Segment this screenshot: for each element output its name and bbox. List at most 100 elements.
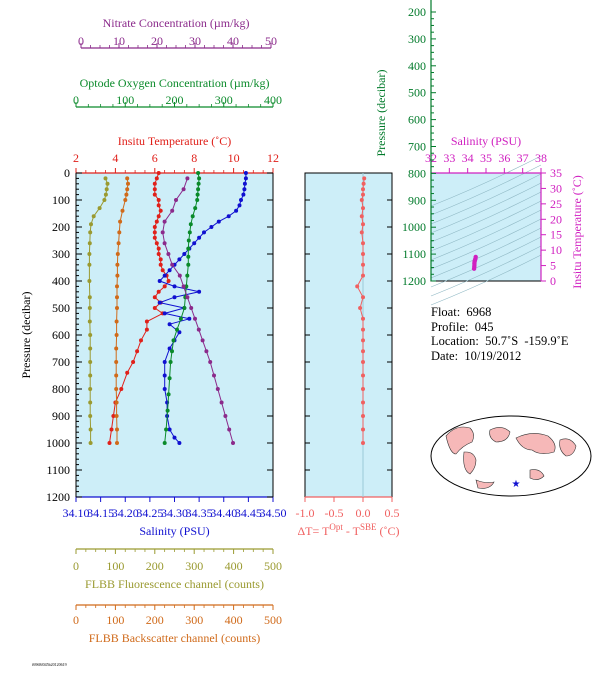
ts-salinity-tick-label: 36	[498, 151, 510, 165]
fluorescence-point	[87, 279, 92, 283]
salinity-point	[241, 192, 246, 197]
nitrate-tick-label: 50	[265, 34, 277, 48]
pressure-tick-label: 1100	[46, 463, 70, 477]
deltat-point	[361, 316, 365, 321]
nitrate-point	[170, 208, 175, 213]
fluorescence-point	[97, 206, 102, 211]
salinity-point	[243, 171, 248, 175]
oxygen-line	[164, 172, 200, 444]
ts-temperature-tick-label: 20	[550, 212, 562, 226]
salinity-point	[172, 284, 177, 289]
fluorescence-point	[87, 241, 92, 246]
delta-t-tick-label: 0.5	[385, 506, 400, 520]
salinity-tick-label: 34.40	[210, 506, 237, 520]
ts-density-contour	[430, 182, 542, 234]
ts-density-contour	[430, 218, 542, 270]
temperature-axis-label: Insitu Temperature (˚C)	[118, 134, 232, 148]
temperature-point	[119, 387, 124, 391]
fluorescence-point	[87, 319, 92, 324]
nitrate-point	[196, 327, 201, 332]
fluorescence-point	[91, 214, 96, 219]
temperature-point	[152, 187, 157, 192]
salinity-point	[182, 252, 187, 256]
oxygen-point	[162, 441, 167, 445]
salinity-point	[192, 241, 197, 246]
deltat-point	[361, 427, 365, 432]
fluorescence-point	[87, 262, 92, 267]
nitrate-point	[160, 230, 165, 235]
salinity-point	[239, 198, 243, 202]
salinity-point	[237, 203, 242, 208]
temperature-point	[158, 208, 163, 213]
temperature-tick-label: 8	[191, 151, 197, 165]
backscatter-point	[117, 230, 122, 235]
deltat-point	[361, 295, 365, 300]
deltat-point	[361, 373, 365, 378]
fluorescence-point	[103, 192, 108, 197]
salinity-point	[177, 257, 182, 262]
salinity-tick-label: 34.45	[235, 506, 262, 520]
ts-temperature-tick-label: 10	[550, 243, 562, 257]
backscatter-point	[115, 252, 120, 256]
ts-pressure-tick-label: 800	[408, 166, 426, 180]
fluorescence-point	[88, 441, 93, 445]
salinity-point	[172, 435, 177, 440]
temperature-point	[111, 414, 116, 418]
nitrate-point	[170, 262, 175, 267]
map-landmass	[559, 438, 577, 457]
temperature-point	[135, 349, 140, 354]
ts-pressure-tick-label: 600	[408, 113, 426, 127]
pressure-tick-label: 100	[52, 193, 70, 207]
salinity-point	[167, 268, 172, 273]
fluorescence-point	[105, 181, 110, 186]
oxygen-point	[193, 206, 198, 211]
pressure-tick-label: 1200	[46, 490, 70, 504]
salinity-point	[243, 176, 248, 181]
temperature-point	[152, 181, 157, 186]
nitrate-tick-label: 10	[113, 34, 125, 48]
ts-temperature-tick-label: 15	[550, 228, 562, 242]
salinity-point	[209, 225, 214, 229]
ts-density-contour	[430, 209, 542, 261]
oxygen-point	[167, 376, 172, 381]
salinity-point	[167, 322, 172, 327]
location-text: Location: 50.7˚S -159.9˚E	[431, 334, 569, 348]
salinity-tick-label: 34.10	[63, 506, 90, 520]
nitrate-point	[189, 306, 194, 310]
deltat-point	[361, 360, 365, 364]
map-landmass	[463, 451, 477, 475]
fluorescence-point	[88, 427, 93, 432]
nitrate-point	[162, 241, 167, 246]
backscatter-point	[114, 414, 119, 418]
nitrate-point	[200, 338, 205, 343]
ts-pressure-tick-label: 300	[408, 32, 426, 46]
oxygen-point	[187, 230, 192, 235]
nitrate-axis-label: Nitrate Concentration (µm/kg)	[103, 16, 250, 30]
oxygen-point	[175, 327, 179, 332]
fluorescence-tick-label: 400	[225, 559, 243, 573]
pressure-tick-label: 600	[52, 328, 70, 342]
deltat-point	[362, 176, 367, 181]
backscatter-point	[114, 400, 119, 405]
salinity-point	[202, 230, 206, 235]
oxygen-point	[195, 198, 200, 202]
temperature-point	[156, 214, 161, 219]
deltat-point	[358, 306, 363, 310]
ts-density-contour	[430, 227, 542, 279]
ts-density-contour	[430, 236, 542, 288]
backscatter-point	[115, 273, 120, 278]
oxygen-point	[196, 187, 201, 192]
salinity-point	[167, 427, 172, 432]
ts-salinity-tick-label: 37	[517, 151, 529, 165]
oxygen-point	[164, 427, 169, 432]
oxygen-point	[168, 360, 173, 364]
ts-density-contour	[430, 155, 542, 207]
oxygen-point	[195, 192, 200, 197]
main-plot-area	[75, 172, 274, 498]
nitrate-line	[162, 178, 234, 444]
fluorescence-point	[87, 306, 92, 310]
temperature-tick-label: 4	[112, 151, 118, 165]
oxygen-point	[186, 262, 191, 267]
nitrate-point	[185, 295, 190, 300]
